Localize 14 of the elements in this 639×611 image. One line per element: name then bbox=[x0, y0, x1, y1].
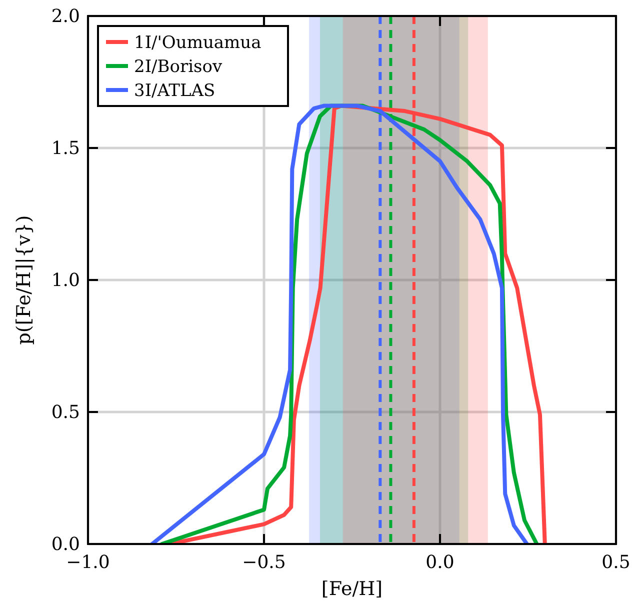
x-axis-title: [Fe/H] bbox=[321, 578, 383, 600]
x-tick-label: 0.5 bbox=[602, 552, 630, 573]
y-tick-label: 1.0 bbox=[51, 270, 80, 291]
x-tick-label: −1.0 bbox=[66, 552, 110, 573]
y-axis-title: p([Fe/H]|{v}) bbox=[13, 215, 35, 345]
y-tick-label: 1.5 bbox=[51, 138, 80, 159]
legend-label: 1I/'Oumuamua bbox=[134, 33, 262, 53]
x-tick-label: 0.0 bbox=[426, 552, 454, 573]
y-tick-label: 2.0 bbox=[51, 6, 80, 27]
y-tick-label: 0.5 bbox=[51, 402, 80, 423]
y-tick-label: 0.0 bbox=[51, 534, 80, 555]
legend-label: 3I/ATLAS bbox=[134, 81, 216, 101]
x-tick-label: −0.5 bbox=[242, 552, 286, 573]
legend-label: 2I/Borisov bbox=[134, 57, 223, 77]
